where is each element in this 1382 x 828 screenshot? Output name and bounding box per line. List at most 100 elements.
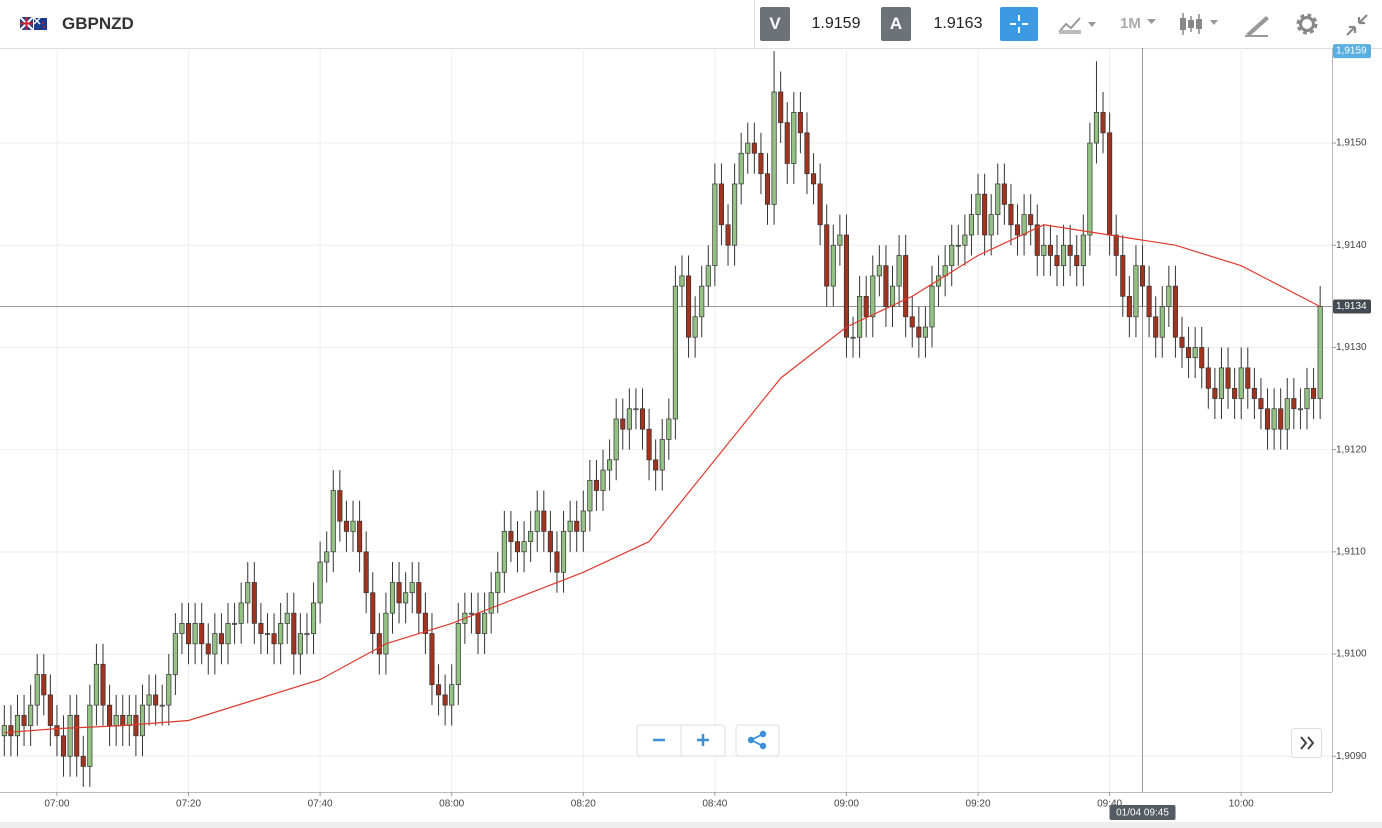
candle-body	[514, 541, 521, 553]
candle-body	[383, 612, 389, 655]
buy-label[interactable]: A	[881, 7, 911, 41]
candle-body	[370, 592, 376, 634]
candle-body	[955, 244, 961, 247]
candle-body	[1080, 234, 1086, 267]
candle-body	[271, 633, 277, 645]
candle-body	[212, 633, 218, 655]
candle-body	[28, 704, 34, 726]
candle-body	[639, 408, 646, 430]
sell-price[interactable]: 1.9159	[811, 15, 861, 32]
candle-body	[784, 122, 790, 164]
candle-body	[185, 623, 192, 645]
candle-body	[995, 183, 1001, 215]
candle-body	[843, 234, 850, 338]
x-tick-label: 08:20	[571, 799, 596, 810]
candle-body	[87, 704, 93, 767]
candle-body	[21, 715, 27, 726]
candle-body	[1264, 408, 1271, 430]
candle-body	[876, 265, 882, 277]
candle-body	[771, 91, 777, 205]
candle-body	[1199, 347, 1205, 369]
scroll-end-button[interactable]	[1291, 728, 1323, 759]
candle-body	[791, 112, 797, 164]
candle-body	[310, 602, 317, 634]
candle-body	[14, 715, 21, 737]
candle-body	[718, 183, 724, 226]
candle-body	[107, 704, 113, 726]
candle-body	[179, 623, 185, 634]
candle-body	[758, 152, 764, 175]
candle-body	[1159, 306, 1165, 338]
candle-body	[1034, 224, 1040, 256]
candle-body	[376, 633, 382, 655]
candle-body	[988, 214, 994, 236]
candle-body	[225, 623, 231, 645]
candle-body	[416, 582, 422, 614]
y-tick-label: 1,9110	[1336, 546, 1366, 557]
x-tick-label: 07:00	[44, 799, 69, 810]
candle-body	[291, 612, 297, 655]
candle-body	[982, 193, 988, 236]
candle-body	[1166, 285, 1172, 307]
candle-body	[909, 316, 915, 328]
interval-dropdown[interactable]	[1146, 18, 1158, 26]
x-tick-label: 09:40	[1097, 799, 1122, 810]
candle-body	[1139, 265, 1146, 287]
interval-button[interactable]: 1M	[1120, 15, 1141, 32]
candle-body	[172, 633, 178, 675]
chart-style-button[interactable]	[1056, 12, 1102, 36]
candle-body	[560, 531, 567, 573]
collapse-button[interactable]	[1344, 12, 1370, 38]
x-tick-label: 10:00	[1229, 799, 1254, 810]
candle-body	[968, 214, 975, 236]
candle-body	[251, 582, 257, 624]
candle-body	[442, 694, 448, 706]
candle-body	[482, 612, 488, 634]
drawing-button[interactable]	[1242, 10, 1272, 38]
candle-body	[1278, 408, 1284, 430]
candle-body	[47, 694, 53, 726]
x-tick-label: 09:00	[834, 799, 859, 810]
y-tick-label: 1,9140	[1336, 240, 1367, 251]
candle-body	[508, 531, 514, 542]
candle-body	[278, 623, 284, 645]
candle-body	[1008, 204, 1014, 226]
candle-body	[80, 755, 86, 767]
candle-body	[1001, 183, 1007, 205]
candle-body	[1179, 336, 1185, 348]
candle-body	[317, 561, 323, 604]
crosshair-button[interactable]	[1000, 7, 1038, 41]
settings-button[interactable]	[1294, 11, 1320, 37]
buy-price[interactable]: 1.9163	[933, 15, 983, 32]
share-button[interactable]	[735, 724, 780, 757]
x-tick-label: 07:20	[176, 799, 201, 810]
candle-body	[1067, 244, 1073, 256]
candle-body	[830, 244, 836, 287]
x-tick-label: 08:00	[439, 799, 464, 810]
candle-body	[712, 183, 718, 267]
candle-body	[495, 571, 501, 594]
candle-body	[1028, 214, 1034, 226]
candle-body	[857, 295, 863, 338]
candle-type-button[interactable]	[1178, 10, 1224, 38]
candle-body	[120, 715, 126, 726]
zoom-in-button[interactable]	[697, 734, 709, 746]
candle-body	[409, 582, 415, 594]
candle-body	[139, 704, 146, 737]
candle-body	[1304, 387, 1310, 410]
candle-body	[751, 142, 757, 154]
candle-body	[646, 428, 652, 461]
candle-body	[468, 612, 474, 615]
y-tick-label: 1,9090	[1336, 751, 1367, 762]
candle-body	[475, 612, 481, 634]
crosshair-time-label: 01/04 09:45	[1116, 808, 1169, 819]
candle-body	[554, 551, 560, 573]
candle-body	[929, 285, 935, 328]
sell-label[interactable]: V	[760, 7, 790, 41]
candle-body	[429, 633, 435, 686]
candle-body	[745, 142, 751, 154]
candle-body	[1093, 112, 1100, 144]
candle-body	[613, 418, 619, 461]
candle-body	[896, 255, 902, 287]
